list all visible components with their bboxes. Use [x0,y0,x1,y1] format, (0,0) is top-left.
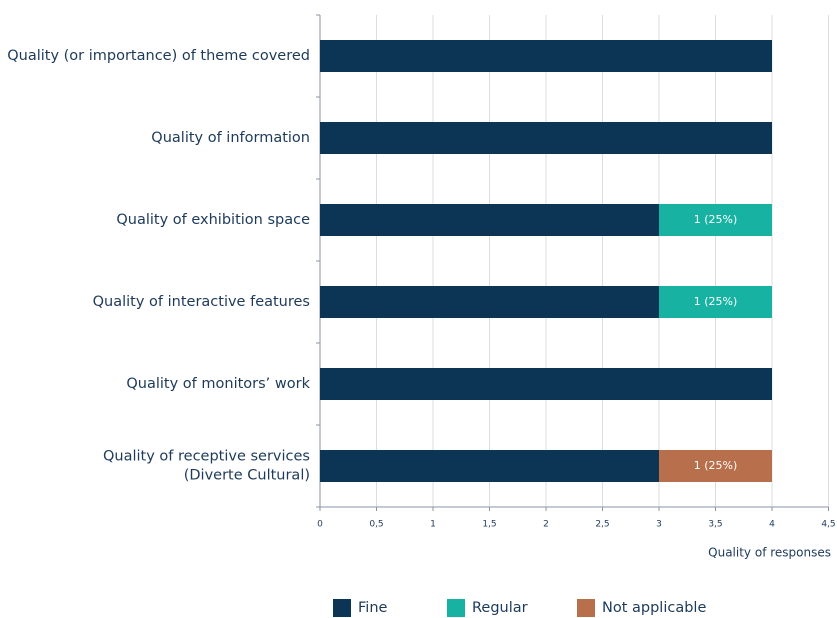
legend-swatch [577,599,595,617]
x-tick-label: 0,5 [369,520,383,530]
x-tick-label: 2,5 [595,520,609,530]
value-label: 1 (25%) [694,213,738,226]
legend-swatch [447,599,465,617]
y-tick-label: Quality of monitors’ work [126,376,310,392]
bar-segment [320,40,772,72]
x-tick-label: 2 [543,520,549,530]
legend-label: Fine [358,600,388,616]
legend-label: Regular [472,600,528,616]
x-tick-label: 1 [430,520,436,530]
bar-segment [320,286,659,318]
x-tick-label: 1,5 [482,520,496,530]
y-tick-label: Quality of interactive features [93,294,310,310]
value-label: 1 (25%) [694,459,738,472]
bar-segment [659,204,772,236]
bar-segment [320,122,772,154]
y-tick-label: Quality (or importance) of theme covered [7,48,310,64]
bar-segment [659,450,772,482]
legend-label: Not applicable [602,600,706,616]
y-tick-label: (Diverte Cultural) [184,468,310,484]
x-tick-label: 4 [769,520,775,530]
bar-segment [320,450,659,482]
bar-segment [320,368,772,400]
x-tick-label: 0 [317,520,323,530]
legend-swatch [333,599,351,617]
y-tick-label: Quality of information [151,130,310,146]
bar-segment [320,204,659,236]
x-axis-label: Quality of responses [708,546,831,560]
x-tick-label: 3 [656,520,662,530]
bar-segment [659,286,772,318]
value-label: 1 (25%) [694,295,738,308]
y-tick-label: Quality of receptive services [103,449,310,465]
x-tick-label: 3,5 [708,520,722,530]
x-tick-label: 4,5 [821,520,835,530]
y-tick-label: Quality of exhibition space [116,212,310,228]
